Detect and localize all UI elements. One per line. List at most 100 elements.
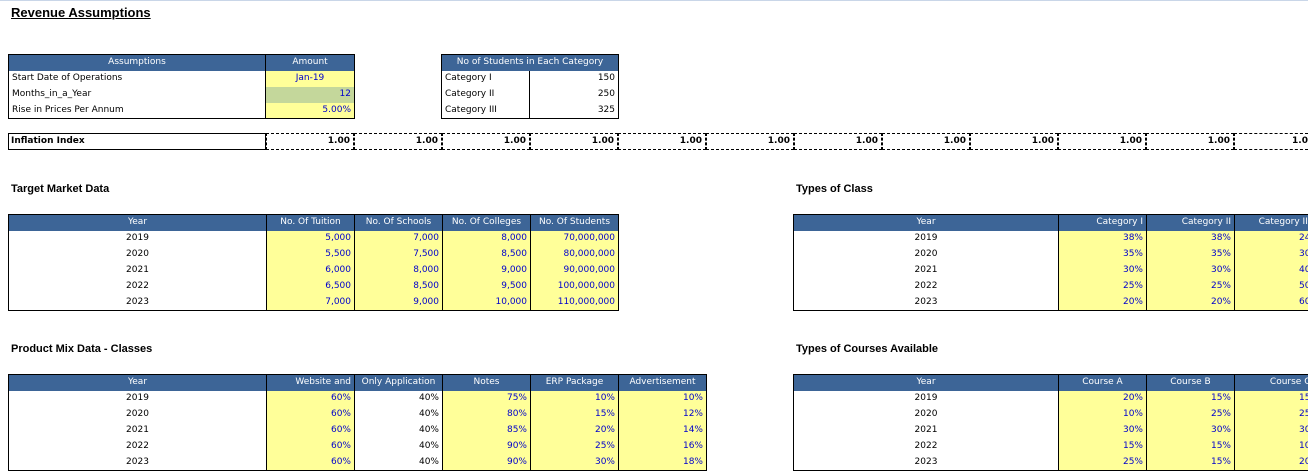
advertisement-cell[interactable]: 18% — [618, 454, 707, 471]
inflation-cell[interactable]: 1.00 — [354, 133, 442, 150]
category-3-cell[interactable]: 24 — [1234, 230, 1308, 247]
year-cell: 2019 — [914, 393, 938, 403]
tuition-cell[interactable]: 5,500 — [266, 246, 355, 263]
category-2-cell[interactable]: 38% — [1146, 230, 1235, 247]
inflation-cell[interactable]: 1.0 — [1234, 133, 1308, 150]
category-2-cell[interactable]: 30% — [1146, 262, 1235, 279]
colleges-cell[interactable]: 8,500 — [442, 246, 531, 263]
colleges-cell[interactable]: 9,000 — [442, 262, 531, 279]
inflation-cell[interactable]: 1.00 — [1058, 133, 1146, 150]
year-cell: 2021 — [914, 265, 938, 275]
colleges-cell[interactable]: 10,000 — [442, 294, 531, 311]
notes-cell[interactable]: 75% — [442, 390, 531, 407]
notes-cell[interactable]: 90% — [442, 454, 531, 471]
category-count[interactable]: 325 — [597, 104, 616, 115]
tuition-cell[interactable]: 7,000 — [266, 294, 355, 311]
year-header: Year — [793, 374, 1059, 391]
course-b-cell[interactable]: 15% — [1146, 454, 1235, 471]
category-3-cell[interactable]: 30 — [1234, 246, 1308, 263]
inflation-cell[interactable]: 1.00 — [882, 133, 970, 150]
colleges-cell[interactable]: 9,500 — [442, 278, 531, 295]
category-3-header: Category III — [1234, 214, 1308, 231]
course-a-cell[interactable]: 30% — [1058, 422, 1147, 439]
start-date-cell[interactable]: Jan-19 — [265, 70, 355, 87]
erp-cell[interactable]: 10% — [530, 390, 619, 407]
course-c-cell[interactable]: 10 — [1234, 438, 1308, 455]
course-a-cell[interactable]: 20% — [1058, 390, 1147, 407]
year-header: Year — [793, 214, 1059, 231]
tuition-cell[interactable]: 6,500 — [266, 278, 355, 295]
students-cell[interactable]: 110,000,000 — [530, 294, 619, 311]
course-c-cell[interactable]: 25 — [1234, 406, 1308, 423]
inflation-cell[interactable]: 1.00 — [970, 133, 1058, 150]
schools-cell[interactable]: 8,000 — [354, 262, 443, 279]
category-1-cell[interactable]: 38% — [1058, 230, 1147, 247]
course-b-cell[interactable]: 30% — [1146, 422, 1235, 439]
website-cell[interactable]: 60% — [266, 438, 355, 455]
erp-cell[interactable]: 30% — [530, 454, 619, 471]
tuition-cell[interactable]: 6,000 — [266, 262, 355, 279]
inflation-cell[interactable]: 1.00 — [706, 133, 794, 150]
colleges-cell[interactable]: 8,000 — [442, 230, 531, 247]
inflation-cell[interactable]: 1.00 — [1146, 133, 1234, 150]
course-b-cell[interactable]: 15% — [1146, 390, 1235, 407]
course-b-cell[interactable]: 15% — [1146, 438, 1235, 455]
advertisement-cell[interactable]: 16% — [618, 438, 707, 455]
category-label: Category II — [441, 86, 530, 103]
course-c-cell[interactable]: 30 — [1234, 422, 1308, 439]
category-1-cell[interactable]: 20% — [1058, 294, 1147, 311]
students-cell[interactable]: 90,000,000 — [530, 262, 619, 279]
students-cell[interactable]: 80,000,000 — [530, 246, 619, 263]
notes-cell[interactable]: 90% — [442, 438, 531, 455]
year-cell: 2022 — [914, 281, 938, 291]
schools-cell[interactable]: 7,000 — [354, 230, 443, 247]
category-2-cell[interactable]: 25% — [1146, 278, 1235, 295]
tuition-cell[interactable]: 5,000 — [266, 230, 355, 247]
inflation-cell[interactable]: 1.00 — [266, 133, 354, 150]
schools-cell[interactable]: 7,500 — [354, 246, 443, 263]
category-label: Category I — [441, 70, 530, 87]
inflation-cell[interactable]: 1.00 — [618, 133, 706, 150]
assumption-label: Start Date of Operations — [12, 73, 123, 83]
inflation-cell[interactable]: 1.00 — [530, 133, 618, 150]
year-header: Year — [8, 214, 267, 231]
category-2-cell[interactable]: 35% — [1146, 246, 1235, 263]
inflation-cell[interactable]: 1.00 — [442, 133, 530, 150]
advertisement-cell[interactable]: 10% — [618, 390, 707, 407]
category-3-cell[interactable]: 60 — [1234, 294, 1308, 311]
schools-cell[interactable]: 9,000 — [354, 294, 443, 311]
students-cell[interactable]: 70,000,000 — [530, 230, 619, 247]
category-3-cell[interactable]: 40 — [1234, 262, 1308, 279]
course-c-cell[interactable]: 20 — [1234, 454, 1308, 471]
erp-cell[interactable]: 20% — [530, 422, 619, 439]
website-cell[interactable]: 60% — [266, 390, 355, 407]
category-count[interactable]: 150 — [597, 73, 616, 83]
category-2-cell[interactable]: 20% — [1146, 294, 1235, 311]
category-1-cell[interactable]: 30% — [1058, 262, 1147, 279]
notes-cell[interactable]: 80% — [442, 406, 531, 423]
course-c-cell[interactable]: 15 — [1234, 390, 1308, 407]
students-cell[interactable]: 100,000,000 — [530, 278, 619, 295]
months-cell[interactable]: 12 — [265, 86, 355, 103]
erp-cell[interactable]: 25% — [530, 438, 619, 455]
inflation-cell[interactable]: 1.00 — [794, 133, 882, 150]
course-a-cell[interactable]: 15% — [1058, 438, 1147, 455]
course-a-cell[interactable]: 10% — [1058, 406, 1147, 423]
schools-cell[interactable]: 8,500 — [354, 278, 443, 295]
category-1-cell[interactable]: 25% — [1058, 278, 1147, 295]
category-3-cell[interactable]: 50 — [1234, 278, 1308, 295]
category-2-header: Category II — [1146, 214, 1235, 231]
category-count[interactable]: 250 — [597, 89, 616, 99]
course-b-cell[interactable]: 25% — [1146, 406, 1235, 423]
website-cell[interactable]: 60% — [266, 406, 355, 423]
assumption-label: Months_in_a_Year — [12, 89, 92, 99]
notes-cell[interactable]: 85% — [442, 422, 531, 439]
price-rise-cell[interactable]: 5.00% — [265, 102, 355, 119]
website-cell[interactable]: 60% — [266, 454, 355, 471]
course-a-cell[interactable]: 25% — [1058, 454, 1147, 471]
category-1-cell[interactable]: 35% — [1058, 246, 1147, 263]
erp-cell[interactable]: 15% — [530, 406, 619, 423]
advertisement-cell[interactable]: 12% — [618, 406, 707, 423]
advertisement-cell[interactable]: 14% — [618, 422, 707, 439]
website-cell[interactable]: 60% — [266, 422, 355, 439]
